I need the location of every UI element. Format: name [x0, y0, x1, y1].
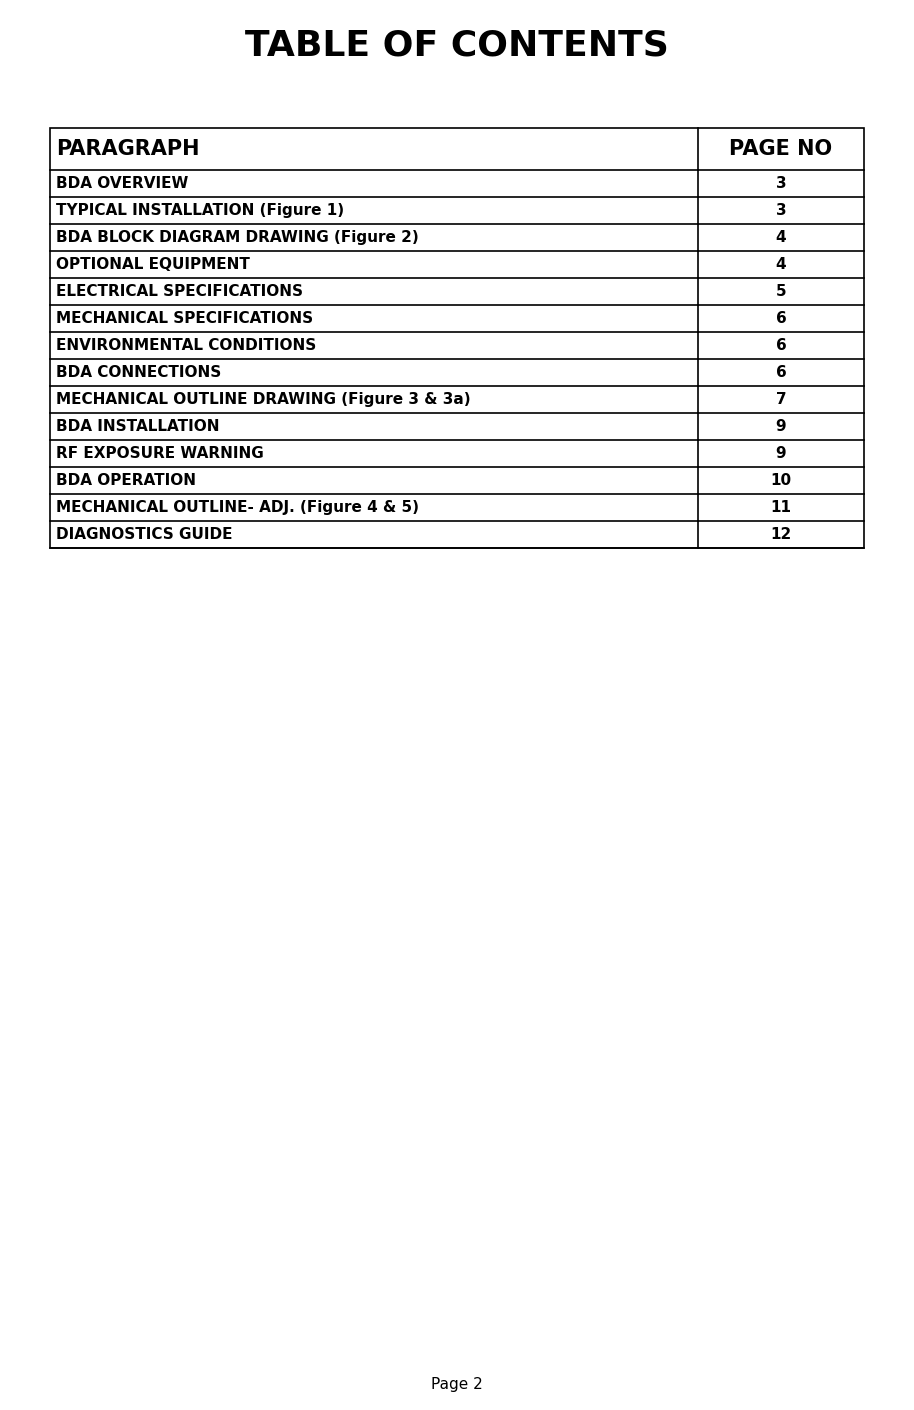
Text: Page 2: Page 2 [431, 1378, 483, 1393]
Text: TYPICAL INSTALLATION (Figure 1): TYPICAL INSTALLATION (Figure 1) [56, 203, 345, 219]
Text: OPTIONAL EQUIPMENT: OPTIONAL EQUIPMENT [56, 257, 250, 272]
Text: MECHANICAL OUTLINE- ADJ. (Figure 4 & 5): MECHANICAL OUTLINE- ADJ. (Figure 4 & 5) [56, 501, 419, 515]
Text: 6: 6 [776, 338, 786, 352]
Text: 3: 3 [776, 176, 786, 190]
Text: PARAGRAPH: PARAGRAPH [56, 140, 199, 159]
Text: 3: 3 [776, 203, 786, 219]
Text: BDA OPERATION: BDA OPERATION [56, 472, 196, 488]
Text: BDA BLOCK DIAGRAM DRAWING (Figure 2): BDA BLOCK DIAGRAM DRAWING (Figure 2) [56, 230, 419, 245]
Text: 4: 4 [776, 257, 786, 272]
Text: 11: 11 [771, 501, 792, 515]
Text: MECHANICAL OUTLINE DRAWING (Figure 3 & 3a): MECHANICAL OUTLINE DRAWING (Figure 3 & 3… [56, 392, 471, 407]
Text: 6: 6 [776, 312, 786, 326]
Text: 10: 10 [771, 472, 792, 488]
Text: 6: 6 [776, 365, 786, 381]
Bar [50, 128, 864, 171]
Text: 5: 5 [776, 283, 786, 299]
Text: ELECTRICAL SPECIFICATIONS: ELECTRICAL SPECIFICATIONS [56, 283, 303, 299]
Text: 9: 9 [776, 446, 786, 461]
Text: 12: 12 [771, 527, 792, 541]
Text: DIAGNOSTICS GUIDE: DIAGNOSTICS GUIDE [56, 527, 232, 541]
Text: MECHANICAL SPECIFICATIONS: MECHANICAL SPECIFICATIONS [56, 312, 314, 326]
Bar [50, 128, 864, 548]
Text: TABLE OF CONTENTS: TABLE OF CONTENTS [245, 28, 669, 62]
Text: RF EXPOSURE WARNING: RF EXPOSURE WARNING [56, 446, 264, 461]
Text: BDA INSTALLATION: BDA INSTALLATION [56, 419, 219, 434]
Text: 9: 9 [776, 419, 786, 434]
Text: 7: 7 [776, 392, 786, 407]
Text: 4: 4 [776, 230, 786, 245]
Text: PAGE NO: PAGE NO [729, 140, 833, 159]
Text: BDA OVERVIEW: BDA OVERVIEW [56, 176, 188, 190]
Text: ENVIRONMENTAL CONDITIONS: ENVIRONMENTAL CONDITIONS [56, 338, 316, 352]
Text: BDA CONNECTIONS: BDA CONNECTIONS [56, 365, 221, 381]
